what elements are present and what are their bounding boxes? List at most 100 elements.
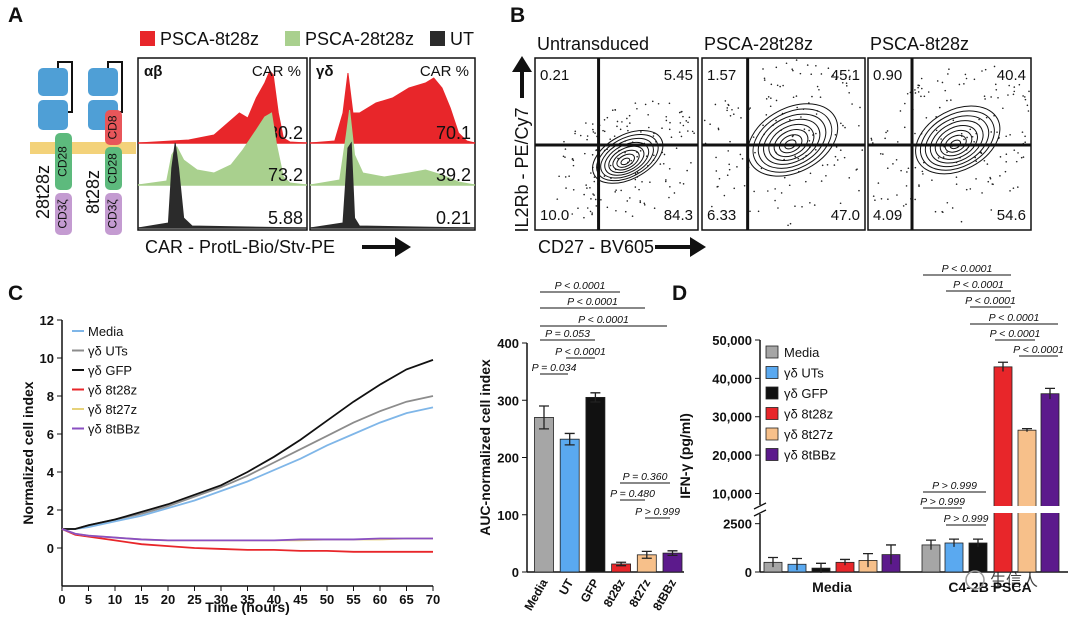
event-dot — [620, 189, 622, 192]
event-dot — [843, 156, 846, 159]
event-dot — [808, 139, 811, 142]
event-dot — [774, 188, 776, 190]
event-dot — [647, 114, 649, 116]
bar — [944, 542, 964, 573]
event-dot — [777, 207, 779, 209]
event-dot — [770, 97, 772, 99]
error-bar — [590, 392, 601, 403]
event-dot — [904, 102, 906, 105]
event-dot — [1012, 93, 1015, 96]
event-dot — [753, 190, 755, 193]
quadrant-value: 6.33 — [707, 207, 736, 224]
event-dot — [792, 96, 795, 99]
event-dot — [728, 163, 730, 166]
event-dot — [628, 122, 631, 124]
scfv — [88, 68, 118, 96]
quadrant-value: 1.57 — [707, 67, 736, 84]
event-dot — [826, 163, 829, 166]
event-dot — [617, 157, 619, 160]
event-dot — [585, 122, 587, 124]
x-tick-label: 50 — [320, 592, 334, 607]
event-dot — [682, 183, 685, 185]
event-dot — [665, 115, 668, 118]
legend-label: PSCA-28t28z — [305, 29, 414, 49]
event-dot — [638, 188, 640, 191]
event-dot — [584, 152, 586, 155]
y-tick-label: 30,000 — [712, 410, 752, 425]
event-dot — [665, 179, 667, 181]
event-dot — [836, 159, 839, 161]
event-dot — [595, 205, 598, 207]
event-dot — [996, 131, 998, 133]
event-dot — [874, 199, 876, 201]
legend-swatch — [765, 448, 779, 461]
contour — [773, 129, 809, 158]
car-percent: 80.2 — [268, 123, 303, 143]
x-tick-label: GFP — [578, 577, 602, 605]
series-line — [62, 406, 434, 530]
event-dot — [845, 85, 848, 87]
event-dot — [709, 123, 711, 126]
event-dot — [743, 184, 746, 187]
event-dot — [627, 129, 629, 132]
population-label: γδ — [316, 63, 333, 80]
event-dot — [664, 180, 667, 183]
event-dot — [723, 194, 726, 197]
event-dot — [815, 149, 817, 151]
event-dot — [999, 175, 1001, 177]
event-dot — [615, 209, 617, 212]
car-percent: 70.1 — [436, 123, 471, 143]
event-dot — [648, 126, 650, 129]
event-dot — [997, 96, 999, 99]
x-axis-label: CAR - ProtL-Bio/Stv-PE — [145, 237, 335, 257]
x-tick-label: 60 — [373, 592, 387, 607]
event-dot — [983, 159, 986, 162]
quadrant-value: 5.45 — [664, 67, 693, 84]
error-bar — [539, 405, 549, 430]
event-dot — [844, 126, 846, 129]
event-dot — [731, 108, 733, 111]
event-dot — [964, 73, 967, 76]
event-dot — [946, 201, 949, 204]
y-tick-label: 300 — [497, 393, 519, 408]
event-dot — [808, 129, 810, 132]
contour — [944, 134, 967, 153]
quadrant-value: 10.0 — [540, 207, 569, 224]
event-dot — [732, 113, 735, 115]
bar — [534, 417, 554, 573]
legend-swatch — [140, 31, 155, 46]
event-dot — [770, 83, 773, 86]
event-dot — [872, 142, 874, 144]
event-dot — [741, 158, 744, 160]
event-dot — [917, 86, 919, 89]
event-dot — [703, 119, 706, 122]
p-value: P < 0.0001 — [965, 295, 1016, 307]
car-percent: 39.2 — [436, 165, 471, 185]
event-dot — [987, 180, 990, 183]
event-dot — [643, 204, 646, 206]
event-dot — [902, 205, 905, 207]
car-percent: 0.21 — [436, 208, 471, 228]
p-value: P < 0.0001 — [942, 263, 993, 275]
event-dot — [590, 198, 592, 200]
event-dot — [589, 187, 591, 189]
x-tick-label: 8t28z — [601, 577, 628, 610]
event-dot — [669, 186, 671, 188]
legend-label: γδ UTs — [784, 366, 824, 381]
x-tick-label: 65 — [399, 592, 413, 607]
domain — [105, 147, 122, 190]
linker — [57, 61, 73, 113]
event-dot — [665, 119, 668, 122]
event-dot — [895, 158, 898, 161]
event-dot — [661, 127, 663, 130]
event-dot — [675, 147, 678, 150]
event-dot — [842, 124, 844, 127]
event-dot — [783, 158, 785, 161]
event-dot — [568, 175, 570, 177]
event-dot — [907, 167, 910, 170]
event-dot — [711, 205, 713, 208]
event-dot — [640, 131, 642, 133]
event-dot — [1007, 94, 1009, 96]
event-dot — [835, 146, 838, 148]
